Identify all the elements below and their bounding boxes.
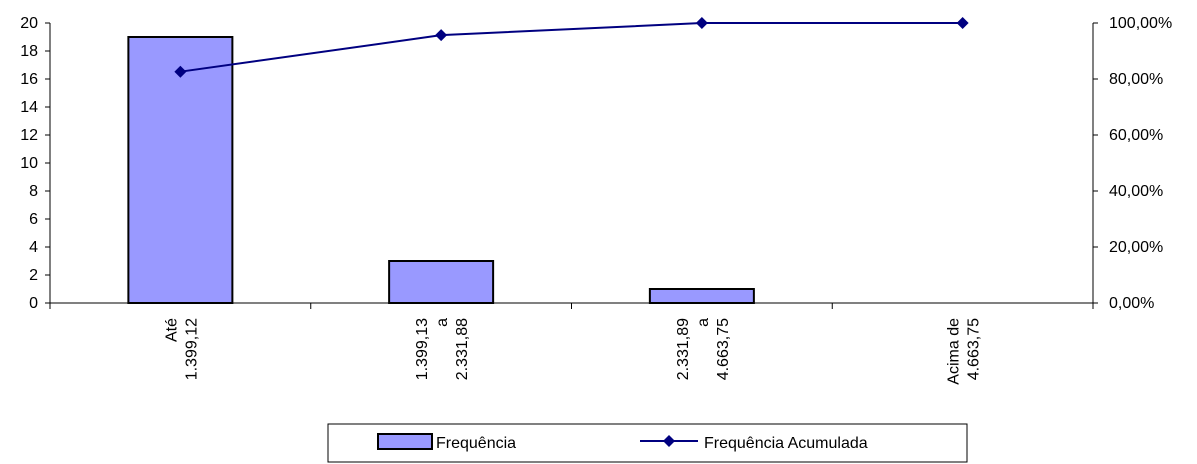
y-left-tick-label: 6 [29,211,38,228]
cumulative-line [180,22,963,73]
y-right-tick-label: 80,00% [1109,71,1163,88]
x-category-label: Acima de 4.663,75 [946,318,983,385]
x-tick-label: 1.399,13 [414,318,431,380]
legend-label-line: Frequência Acumulada [704,435,868,452]
y-left-tick-label: 10 [20,155,38,172]
x-tick-label: 2.331,88 [454,318,471,380]
y-right-tick-label: 40,00% [1109,183,1163,200]
x-tick-label: 4.663,75 [715,318,732,380]
bar [648,288,755,304]
y-right-tick-label: 0,00% [1109,295,1154,312]
y-left-tick-label: 14 [20,99,38,116]
legend-swatch-bar [377,433,433,450]
x-tick-label: Acima de [946,318,963,385]
x-category-label: 1.399,13 a 2.331,88 [414,318,471,380]
line-marker [435,29,448,42]
bar [127,36,234,304]
legend: Frequência Frequência Acumulada [327,423,968,463]
y-left-tick-label: 20 [20,15,38,32]
x-tick-label: Até [163,318,180,342]
y-right-tick-label: 100,00% [1109,15,1172,32]
y-right-tick-label: 20,00% [1109,239,1163,256]
y-left-tick-label: 18 [20,43,38,60]
y-left-tick-label: 16 [20,71,38,88]
y-left-tick-label: 8 [29,183,38,200]
y-left-tick-label: 12 [20,127,38,144]
line-series [174,17,969,78]
y-left-tick-label: 0 [29,295,38,312]
legend-swatch-marker [663,435,675,447]
y-right-tick-label: 60,00% [1109,127,1163,144]
x-tick-label: 1.399,12 [183,318,200,380]
x-tick-label: 4.663,75 [966,318,983,380]
x-tick-label: 2.331,89 [675,318,692,380]
y-left-tick-label: 4 [29,239,38,256]
x-category-label: 2.331,89 a 4.663,75 [675,318,732,380]
bar [388,260,495,304]
legend-label-bar: Frequência [436,435,516,452]
line-marker [956,17,969,29]
bar-series [127,36,755,304]
x-tick-labels: Até 1.399,12 1.399,13 a 2.331,88 2.331,89 a 4.6… [163,318,982,385]
y-left-tick-label: 2 [29,267,38,284]
axes: 0 2 4 6 8 10 12 14 16 18 20 0,00% 20,00% 40,00% 60,00%… [20,15,1172,312]
x-tick-label: a [695,318,712,327]
legend-box [327,423,968,463]
line-marker [695,17,708,29]
x-tick-label: a [434,318,451,327]
line-marker [174,65,187,78]
x-category-label: Até 1.399,12 [163,318,200,380]
